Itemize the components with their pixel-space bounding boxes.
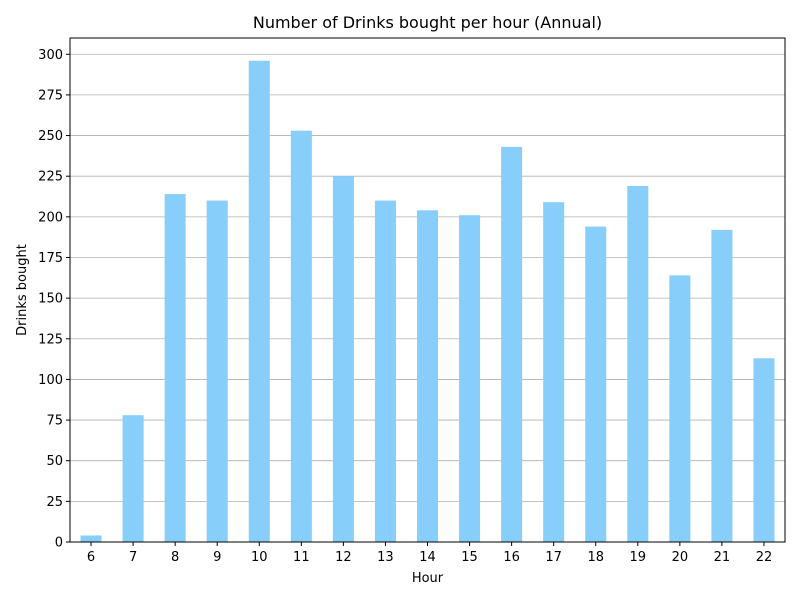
- x-tick-label: 8: [171, 550, 179, 565]
- bar-8: [164, 194, 186, 542]
- bar-11: [290, 130, 312, 543]
- y-tick-label: 50: [46, 454, 63, 469]
- y-tick-label: 275: [38, 88, 63, 103]
- x-axis-title: Hour: [412, 571, 444, 586]
- x-ticks: 6 7 8 9 10 11 12 13 14 15 16 17 18 19 20 21 22: [87, 542, 772, 565]
- y-tick-label: 225: [38, 170, 63, 185]
- x-tick-label: 15: [461, 550, 478, 565]
- x-tick-label: 7: [129, 550, 137, 565]
- bar-20: [669, 275, 691, 542]
- x-tick-label: 6: [87, 550, 95, 565]
- bar-6: [80, 535, 102, 542]
- y-tick-label: 125: [38, 332, 63, 347]
- y-tick-label: 0: [55, 536, 63, 551]
- bar-13: [374, 200, 396, 543]
- bar-9: [206, 200, 228, 543]
- bar-17: [543, 202, 565, 542]
- y-axis-title: Drinks bought: [15, 244, 30, 336]
- x-tick-label: 9: [213, 550, 221, 565]
- x-tick-label: 10: [251, 550, 268, 565]
- y-tick-label: 150: [38, 292, 63, 307]
- x-tick-label: 17: [545, 550, 562, 565]
- bar-22: [753, 358, 775, 542]
- bar-16: [501, 146, 523, 543]
- bar-7: [122, 415, 144, 542]
- x-tick-label: 21: [714, 550, 731, 565]
- y-tick-label: 75: [46, 414, 63, 429]
- y-tick-label: 175: [38, 251, 63, 266]
- bars: [80, 60, 775, 543]
- bar-10: [248, 60, 270, 542]
- x-tick-label: 14: [419, 550, 436, 565]
- bar-18: [585, 226, 607, 542]
- bar-21: [711, 229, 733, 542]
- bar-19: [627, 185, 649, 543]
- y-ticks: 0 25 50 75 100 125 150 175 200 225 250 275 300: [38, 48, 70, 551]
- x-tick-label: 19: [630, 550, 647, 565]
- x-tick-label: 22: [756, 550, 773, 565]
- x-tick-label: 13: [377, 550, 394, 565]
- bar-12: [332, 176, 354, 542]
- bar-14: [416, 210, 439, 542]
- x-tick-label: 12: [335, 550, 352, 565]
- y-tick-label: 250: [38, 129, 63, 144]
- x-tick-label: 11: [293, 550, 310, 565]
- x-tick-label: 18: [587, 550, 604, 565]
- y-tick-label: 100: [38, 373, 63, 388]
- y-tick-label: 300: [38, 48, 63, 63]
- y-tick-label: 200: [38, 210, 63, 225]
- chart-title: Number of Drinks bought per hour (Annual…: [253, 13, 602, 32]
- x-tick-label: 20: [672, 550, 689, 565]
- y-tick-label: 25: [46, 495, 63, 510]
- bar-15: [459, 215, 481, 543]
- x-tick-label: 16: [503, 550, 520, 565]
